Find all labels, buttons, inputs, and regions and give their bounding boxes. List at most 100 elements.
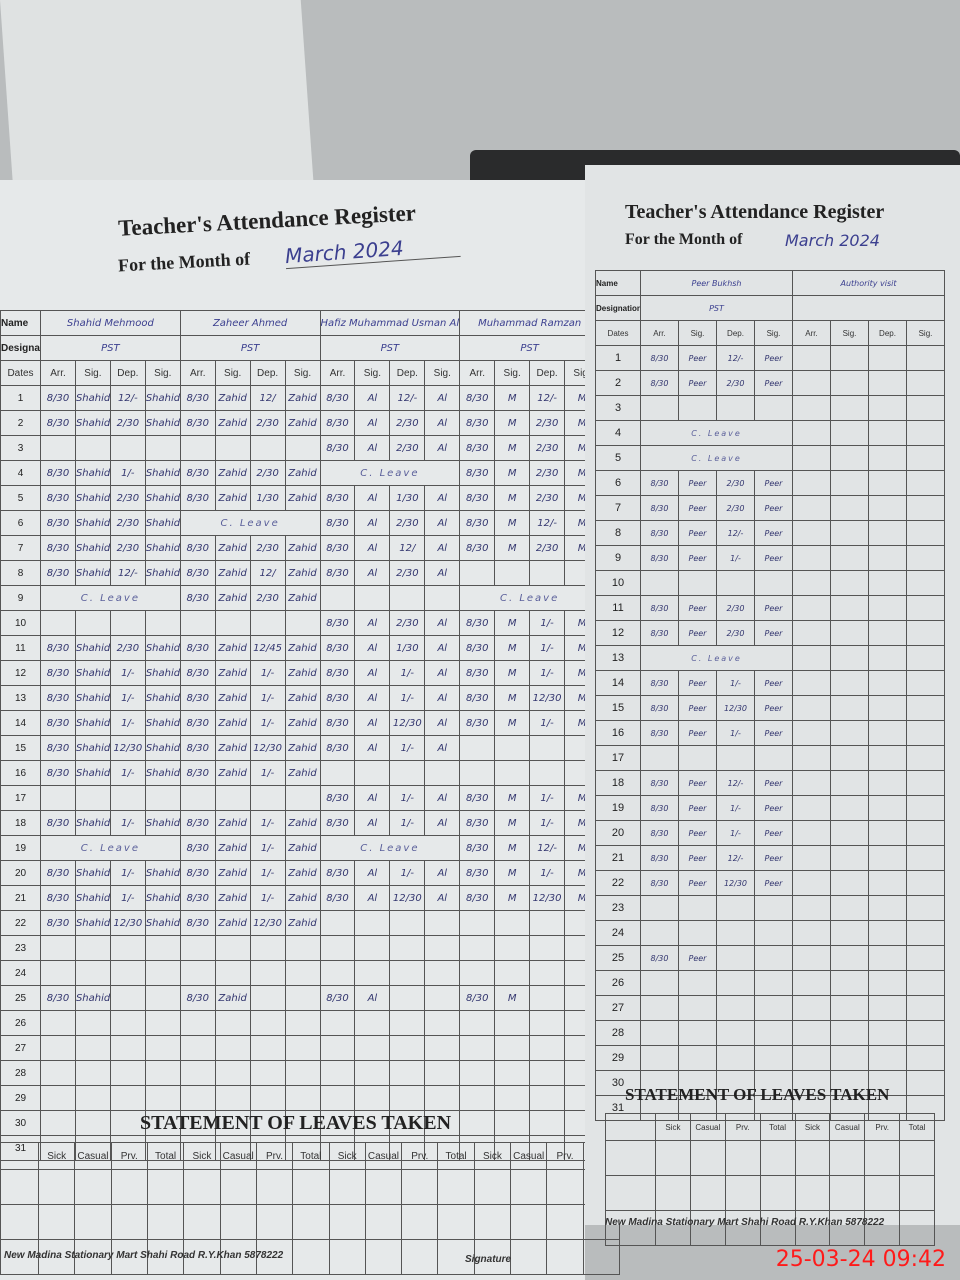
empty-cell	[529, 760, 566, 786]
signature-label: Signature	[465, 1254, 512, 1265]
empty-cell	[389, 1010, 426, 1036]
empty-cell	[74, 1060, 111, 1086]
arrival-time: 8/30	[640, 820, 679, 846]
departure-time: 1/-	[109, 660, 146, 686]
arrival-signature: Zahid	[214, 985, 251, 1011]
departure-signature: Zahid	[284, 385, 321, 411]
empty-cell	[40, 435, 76, 461]
arrival-time: 8/30	[640, 720, 679, 746]
empty-cell	[716, 920, 755, 946]
table-row: 20 8/30 Peer 1/- Peer	[595, 820, 945, 846]
empty-cell	[906, 970, 945, 996]
arrival-time: 8/30	[179, 685, 216, 711]
arrival-signature: Peer	[678, 820, 717, 846]
arrival-time: 8/30	[459, 660, 496, 686]
departure-time: 2/30	[249, 535, 286, 561]
departure-time: 1/-	[529, 860, 566, 886]
departure-signature: Al	[424, 485, 461, 511]
date-cell: 7	[0, 535, 41, 561]
leaves-header: Prv.	[724, 1113, 761, 1141]
empty-cell	[389, 1060, 426, 1086]
date-cell: 1	[595, 345, 641, 371]
departure-time	[109, 985, 146, 1011]
empty-cell	[529, 910, 566, 936]
arrival-time: 8/30	[179, 410, 216, 436]
empty-cell	[74, 1110, 111, 1136]
arrival-signature: Zahid	[214, 560, 251, 586]
leaves-cell	[255, 1239, 294, 1275]
leaves-cell	[219, 1239, 257, 1275]
leaves-cell	[899, 1175, 935, 1211]
empty-cell	[214, 1035, 251, 1061]
empty-cell	[906, 920, 945, 946]
arrival-signature: M	[494, 485, 531, 511]
empty-cell	[319, 1035, 356, 1061]
table-row: 11 8/30 Peer 2/30 Peer	[595, 595, 945, 621]
empty-cell	[494, 1010, 531, 1036]
departure-time: 2/30	[389, 435, 426, 461]
empty-cell	[319, 1085, 356, 1111]
teacher-designation-empty	[792, 295, 945, 321]
designation-label: Designation:	[595, 295, 641, 321]
date-cell: 4	[0, 460, 41, 486]
empty-cell	[830, 995, 869, 1021]
departure-time: 2/30	[716, 370, 755, 396]
empty-cell	[284, 1060, 321, 1086]
table-row: 30	[0, 1110, 600, 1136]
table-row: 9 8/30 Peer 1/- Peer	[595, 545, 945, 571]
empty-cell	[678, 920, 717, 946]
empty-cell	[109, 1060, 146, 1086]
leaves-cell	[655, 1140, 691, 1176]
table-row: 12 8/30 Shahid 1/- Shahid 8/30 Zahid 1/- Zahid 8/…	[0, 660, 600, 686]
leaves-cell	[110, 1204, 148, 1240]
column-header: Sig.	[214, 360, 251, 386]
arrival-time: 8/30	[179, 535, 216, 561]
empty-cell	[424, 760, 461, 786]
leaves-cell	[292, 1169, 330, 1205]
departure-time: 1/-	[109, 685, 146, 711]
column-header: Sig.	[678, 320, 717, 346]
leaves-cell	[437, 1204, 475, 1240]
empty-cell	[529, 935, 566, 961]
empty-cell	[319, 960, 356, 986]
leave-entry: C. Leave	[319, 835, 461, 861]
arrival-time: 8/30	[179, 760, 216, 786]
table-row: 22 8/30 Shahid 12/30 Shahid 8/30 Zahid 12/30 Zah…	[0, 910, 600, 936]
departure-time: 1/30	[249, 485, 286, 511]
leaves-header: Prv.	[546, 1142, 584, 1170]
leaves-header: Total	[292, 1142, 330, 1170]
arrival-signature: Zahid	[214, 835, 251, 861]
departure-time: 2/30	[109, 410, 146, 436]
arrival-time: 8/30	[319, 610, 356, 636]
empty-cell	[792, 520, 831, 546]
empty-cell	[754, 1020, 793, 1046]
empty-cell	[459, 760, 496, 786]
empty-cell	[716, 745, 755, 771]
empty-cell	[906, 495, 945, 521]
empty-cell	[109, 1035, 146, 1061]
leaves-cell	[473, 1239, 512, 1275]
departure-time: 1/-	[249, 710, 286, 736]
arrival-time: 8/30	[40, 760, 76, 786]
leaves-header: Casual	[829, 1113, 866, 1141]
column-header: Sig.	[906, 320, 945, 346]
leaves-cell	[689, 1210, 726, 1246]
departure-time: 2/30	[529, 460, 566, 486]
column-header: Arr.	[179, 360, 216, 386]
empty-cell	[868, 395, 907, 421]
departure-time: 12/45	[249, 635, 286, 661]
arrival-time: 8/30	[179, 560, 216, 586]
teacher-name: Authority visit	[792, 270, 945, 296]
leaves-cell	[37, 1169, 76, 1205]
departure-signature: Shahid	[144, 860, 181, 886]
leaves-row-label	[0, 1169, 39, 1205]
leaves-cell	[794, 1210, 831, 1246]
leaves-header: Total	[437, 1142, 475, 1170]
leaves-cell	[37, 1204, 76, 1240]
table-row: 5 C. Leave	[595, 445, 945, 471]
empty-cell	[830, 720, 869, 746]
empty-cell	[906, 345, 945, 371]
leaves-cell	[689, 1140, 726, 1176]
empty-cell	[830, 845, 869, 871]
column-header: Dep.	[389, 360, 426, 386]
